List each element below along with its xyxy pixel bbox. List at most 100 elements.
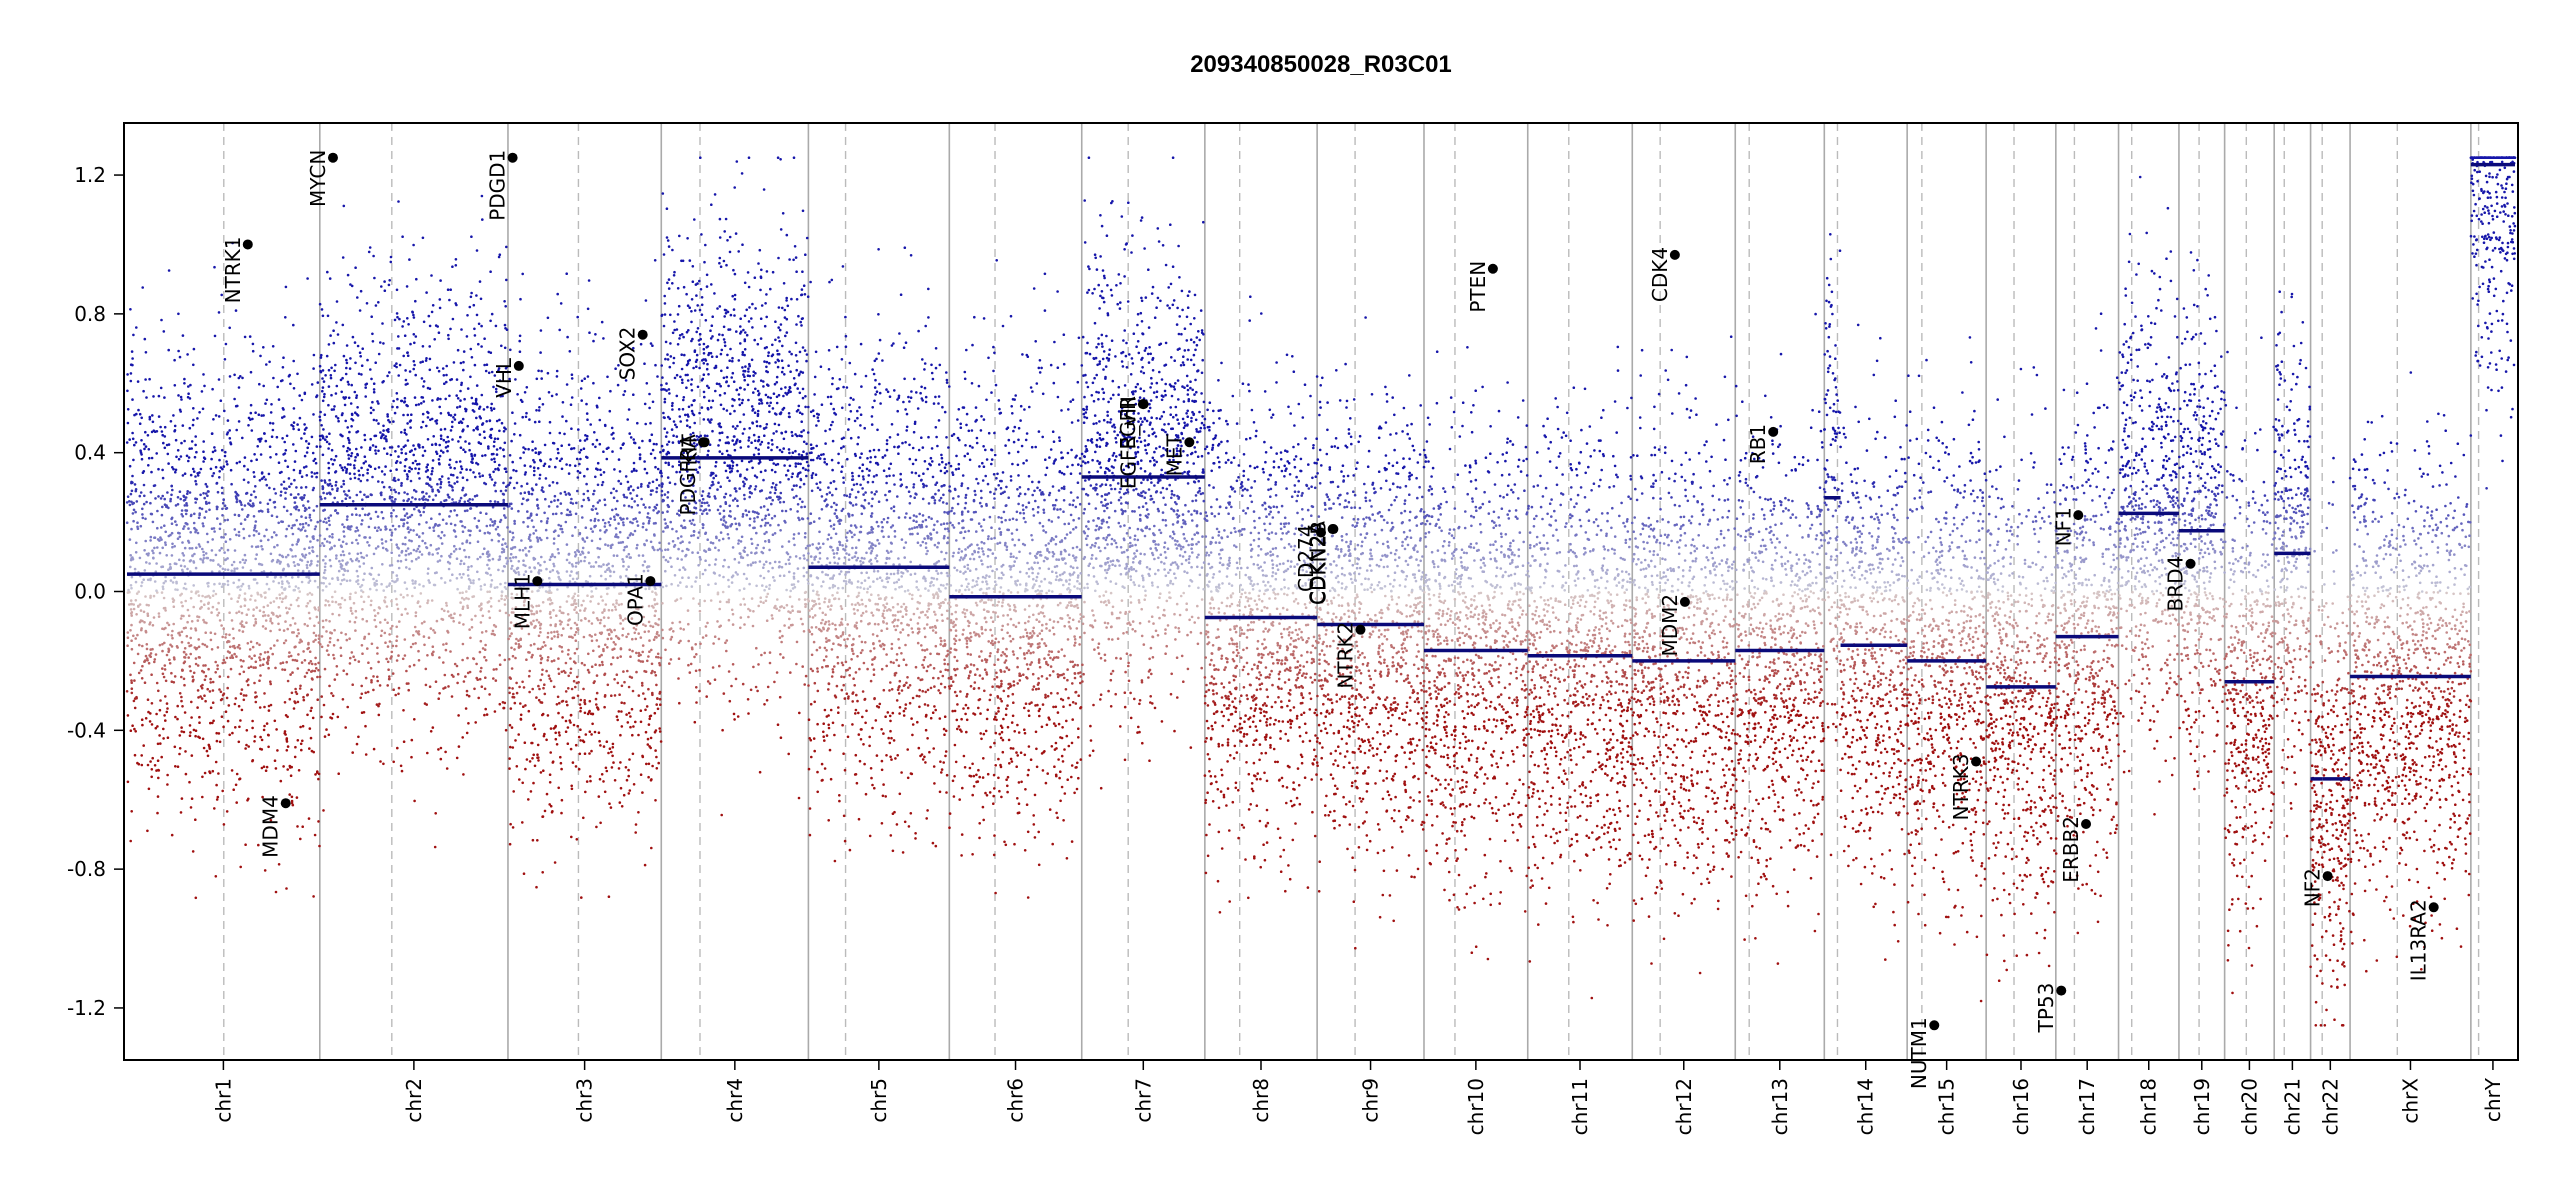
probe-point (570, 835, 573, 839)
probe-point (475, 494, 479, 497)
probe-point (139, 451, 143, 454)
probe-point (366, 471, 369, 475)
probe-point (267, 614, 270, 617)
probe-point (468, 628, 471, 631)
probe-point (389, 260, 393, 264)
probe-point (459, 471, 462, 474)
probe-point (160, 430, 164, 433)
probe-point (169, 420, 173, 423)
probe-point (592, 381, 595, 385)
probe-point (327, 466, 331, 470)
probe-point (243, 456, 247, 459)
probe-point (284, 620, 287, 623)
probe-point (515, 691, 519, 695)
probe-point (579, 739, 582, 742)
probe-point (285, 509, 289, 513)
probe-point (645, 528, 648, 532)
probe-point (564, 493, 568, 496)
probe-point (336, 638, 340, 642)
probe-point (656, 511, 659, 515)
probe-point (461, 658, 464, 662)
probe-point (292, 468, 296, 472)
probe-point (206, 494, 209, 498)
probe-point (164, 579, 167, 583)
probe-point (382, 342, 385, 345)
probe-point (331, 595, 334, 599)
probe-point (390, 563, 394, 567)
probe-point (170, 671, 173, 675)
probe-point (376, 529, 379, 532)
probe-point (408, 420, 412, 423)
probe-point (485, 512, 488, 515)
probe-point (421, 345, 425, 348)
probe-point (169, 497, 172, 501)
probe-point (239, 588, 242, 591)
probe-point (187, 459, 190, 463)
probe-point (264, 769, 268, 772)
probe-point (192, 470, 196, 473)
probe-point (273, 506, 277, 509)
probe-point (202, 550, 205, 554)
probe-point (262, 346, 265, 349)
probe-point (254, 691, 257, 694)
probe-point (518, 350, 522, 354)
probe-point (470, 565, 473, 568)
probe-point (317, 668, 320, 672)
probe-point (452, 550, 456, 553)
probe-point (255, 581, 259, 585)
probe-point (281, 437, 284, 440)
probe-point (363, 493, 366, 497)
probe-point (627, 486, 631, 490)
probe-point (480, 324, 483, 328)
probe-point (372, 577, 375, 581)
probe-point (414, 490, 418, 493)
probe-point (320, 695, 324, 698)
probe-point (226, 518, 229, 522)
probe-point (628, 675, 632, 679)
probe-point (253, 735, 257, 738)
probe-point (400, 448, 403, 451)
probe-point (137, 408, 140, 412)
probe-point (531, 440, 534, 444)
probe-point (325, 492, 329, 495)
probe-point (428, 357, 432, 361)
probe-point (418, 550, 422, 554)
probe-point (341, 540, 345, 544)
probe-point (501, 492, 505, 496)
probe-point (201, 407, 205, 411)
probe-point (242, 659, 245, 663)
probe-point (355, 538, 358, 542)
probe-point (155, 562, 158, 565)
probe-point (382, 589, 386, 592)
probe-point (428, 345, 432, 348)
probe-point (391, 405, 394, 409)
probe-point (485, 420, 489, 423)
probe-point (239, 375, 242, 378)
probe-point (349, 557, 353, 561)
probe-point (181, 474, 185, 477)
probe-point (260, 766, 264, 770)
probe-point (379, 621, 382, 624)
probe-point (229, 667, 233, 671)
probe-point (575, 681, 579, 685)
probe-point (578, 703, 582, 706)
probe-point (142, 502, 146, 506)
probe-point (251, 417, 254, 421)
probe-point (266, 604, 270, 607)
probe-point (320, 715, 323, 719)
probe-point (135, 500, 139, 503)
probe-point (618, 693, 621, 696)
probe-point (295, 505, 298, 508)
probe-point (230, 597, 233, 600)
probe-point (308, 546, 311, 549)
probe-point (330, 484, 334, 488)
probe-point (492, 668, 496, 671)
probe-point (210, 611, 213, 614)
probe-point (640, 497, 643, 501)
probe-point (656, 707, 660, 711)
probe-point (390, 511, 393, 515)
probe-point (201, 737, 205, 741)
probe-point (596, 483, 600, 487)
probe-point (264, 596, 267, 599)
probe-point (489, 406, 493, 410)
